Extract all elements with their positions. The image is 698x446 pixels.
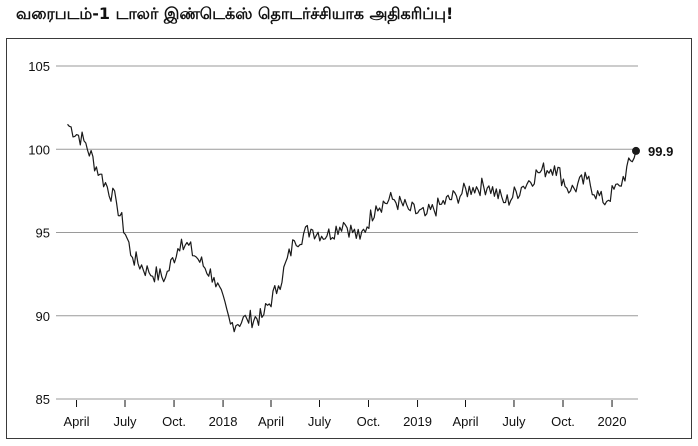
x-tick-label: 2018 [209, 414, 238, 429]
x-tick-label: Oct. [551, 414, 575, 429]
x-tick-label: April [452, 414, 478, 429]
chart-frame [6, 38, 692, 439]
x-tick-label: Oct. [357, 414, 381, 429]
y-tick-label: 100 [28, 142, 50, 157]
x-tick-label: Oct. [162, 414, 186, 429]
x-tick-label: July [308, 414, 332, 429]
x-tick-label: April [64, 414, 90, 429]
x-tick-label: 2020 [598, 414, 627, 429]
end-value-label: 99.9 [648, 144, 673, 159]
chart-title: வரைபடம்-1 டாலர் இண்டெக்ஸ் தொடர்ச்சியாக அ… [16, 4, 454, 23]
y-tick-label: 105 [28, 59, 50, 74]
y-tick-label: 85 [36, 392, 50, 407]
x-tick-label: July [113, 414, 137, 429]
y-tick-label: 90 [36, 309, 50, 324]
dollar-index-line [67, 123, 637, 333]
end-point-marker [632, 146, 640, 155]
x-tick-label: 2019 [403, 414, 432, 429]
y-tick-label: 95 [36, 226, 50, 241]
x-tick-label: April [258, 414, 284, 429]
x-tick-label: July [502, 414, 526, 429]
